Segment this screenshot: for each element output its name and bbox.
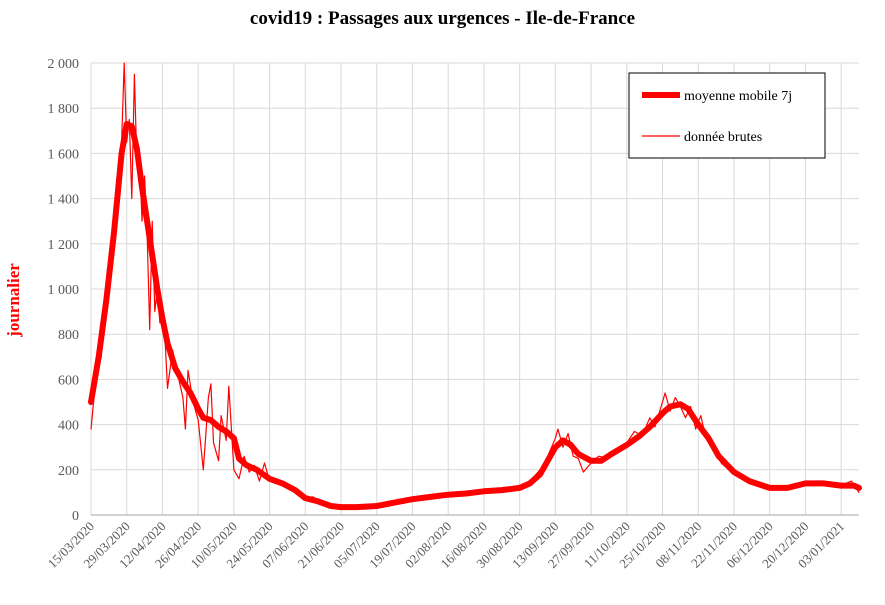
y-tick-label: 1 200	[48, 238, 80, 253]
y-tick-label: 400	[58, 419, 79, 434]
x-axis-ticks: 15/03/202029/03/202012/04/202026/04/2020…	[45, 519, 848, 571]
y-tick-label: 1 600	[48, 147, 80, 162]
legend-label-moving-average: moyenne mobile 7j	[684, 89, 792, 104]
legend: moyenne mobile 7j donnée brutes	[628, 72, 826, 159]
legend-box	[628, 72, 826, 159]
y-axis-ticks: 0 200 400 600 800 1 000 1 200 1 400 1 600 1 800 2 …	[48, 57, 80, 524]
y-tick-label: 200	[58, 464, 79, 479]
y-tick-label: 0	[72, 509, 79, 524]
y-tick-label: 600	[58, 373, 79, 388]
y-tick-label: 1 000	[48, 283, 80, 298]
series-lines	[88, 62, 862, 511]
chart-title: covid19 : Passages aux urgences - Ile-de…	[249, 8, 636, 29]
series-line-moving-average	[88, 121, 862, 511]
y-tick-label: 2 000	[48, 57, 80, 72]
y-tick-label: 1 400	[48, 193, 80, 208]
legend-label-raw-data: donnée brutes	[684, 130, 762, 145]
gridlines	[90, 62, 859, 515]
y-tick-label: 800	[58, 328, 79, 343]
y-tick-label: 1 800	[48, 102, 80, 117]
